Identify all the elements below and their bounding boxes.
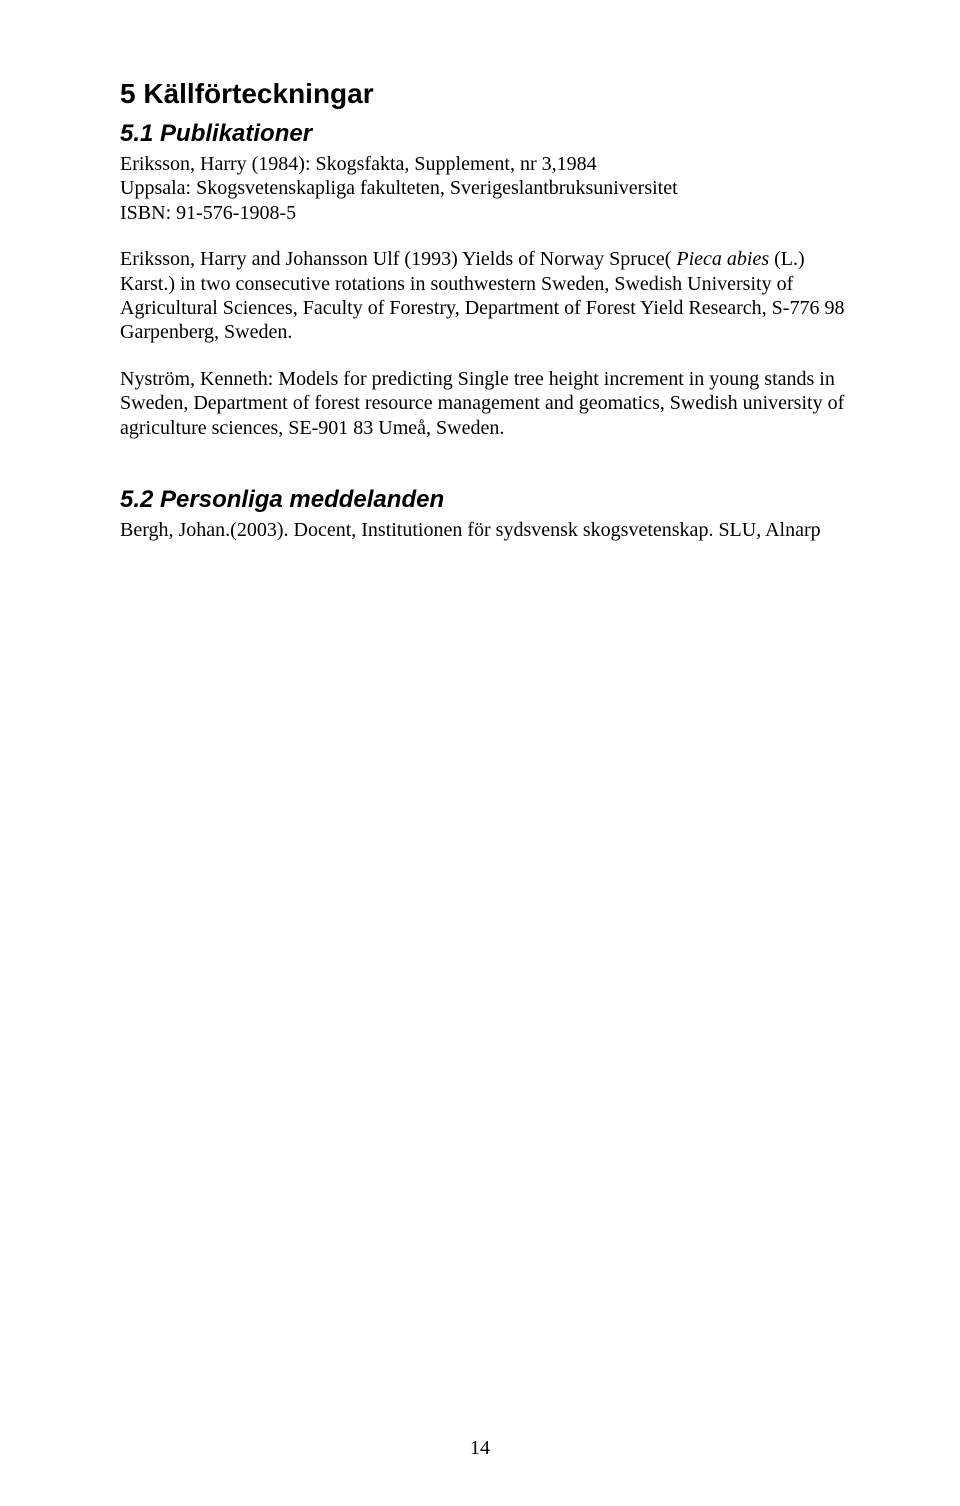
section-5-1-title: 5.1 Publikationer <box>120 120 864 148</box>
section-gap <box>120 462 864 486</box>
pub-2-pre: Eriksson, Harry and Johansson Ulf (1993)… <box>120 248 676 270</box>
page-number: 14 <box>0 1437 960 1460</box>
pub-eriksson-1984: Eriksson, Harry (1984): Skogsfakta, Supp… <box>120 152 864 225</box>
page: 5 Källförteckningar 5.1 Publikationer Er… <box>0 0 960 1506</box>
pub-eriksson-johansson-1993: Eriksson, Harry and Johansson Ulf (1993)… <box>120 247 864 345</box>
pub-2-species: Pieca abies <box>676 248 774 270</box>
pub-nystrom: Nyström, Kenneth: Models for predicting … <box>120 367 864 440</box>
section-5-title: 5 Källförteckningar <box>120 78 864 110</box>
personal-bergh: Bergh, Johan.(2003). Docent, Institution… <box>120 518 864 542</box>
section-5-2-title: 5.2 Personliga meddelanden <box>120 486 864 514</box>
